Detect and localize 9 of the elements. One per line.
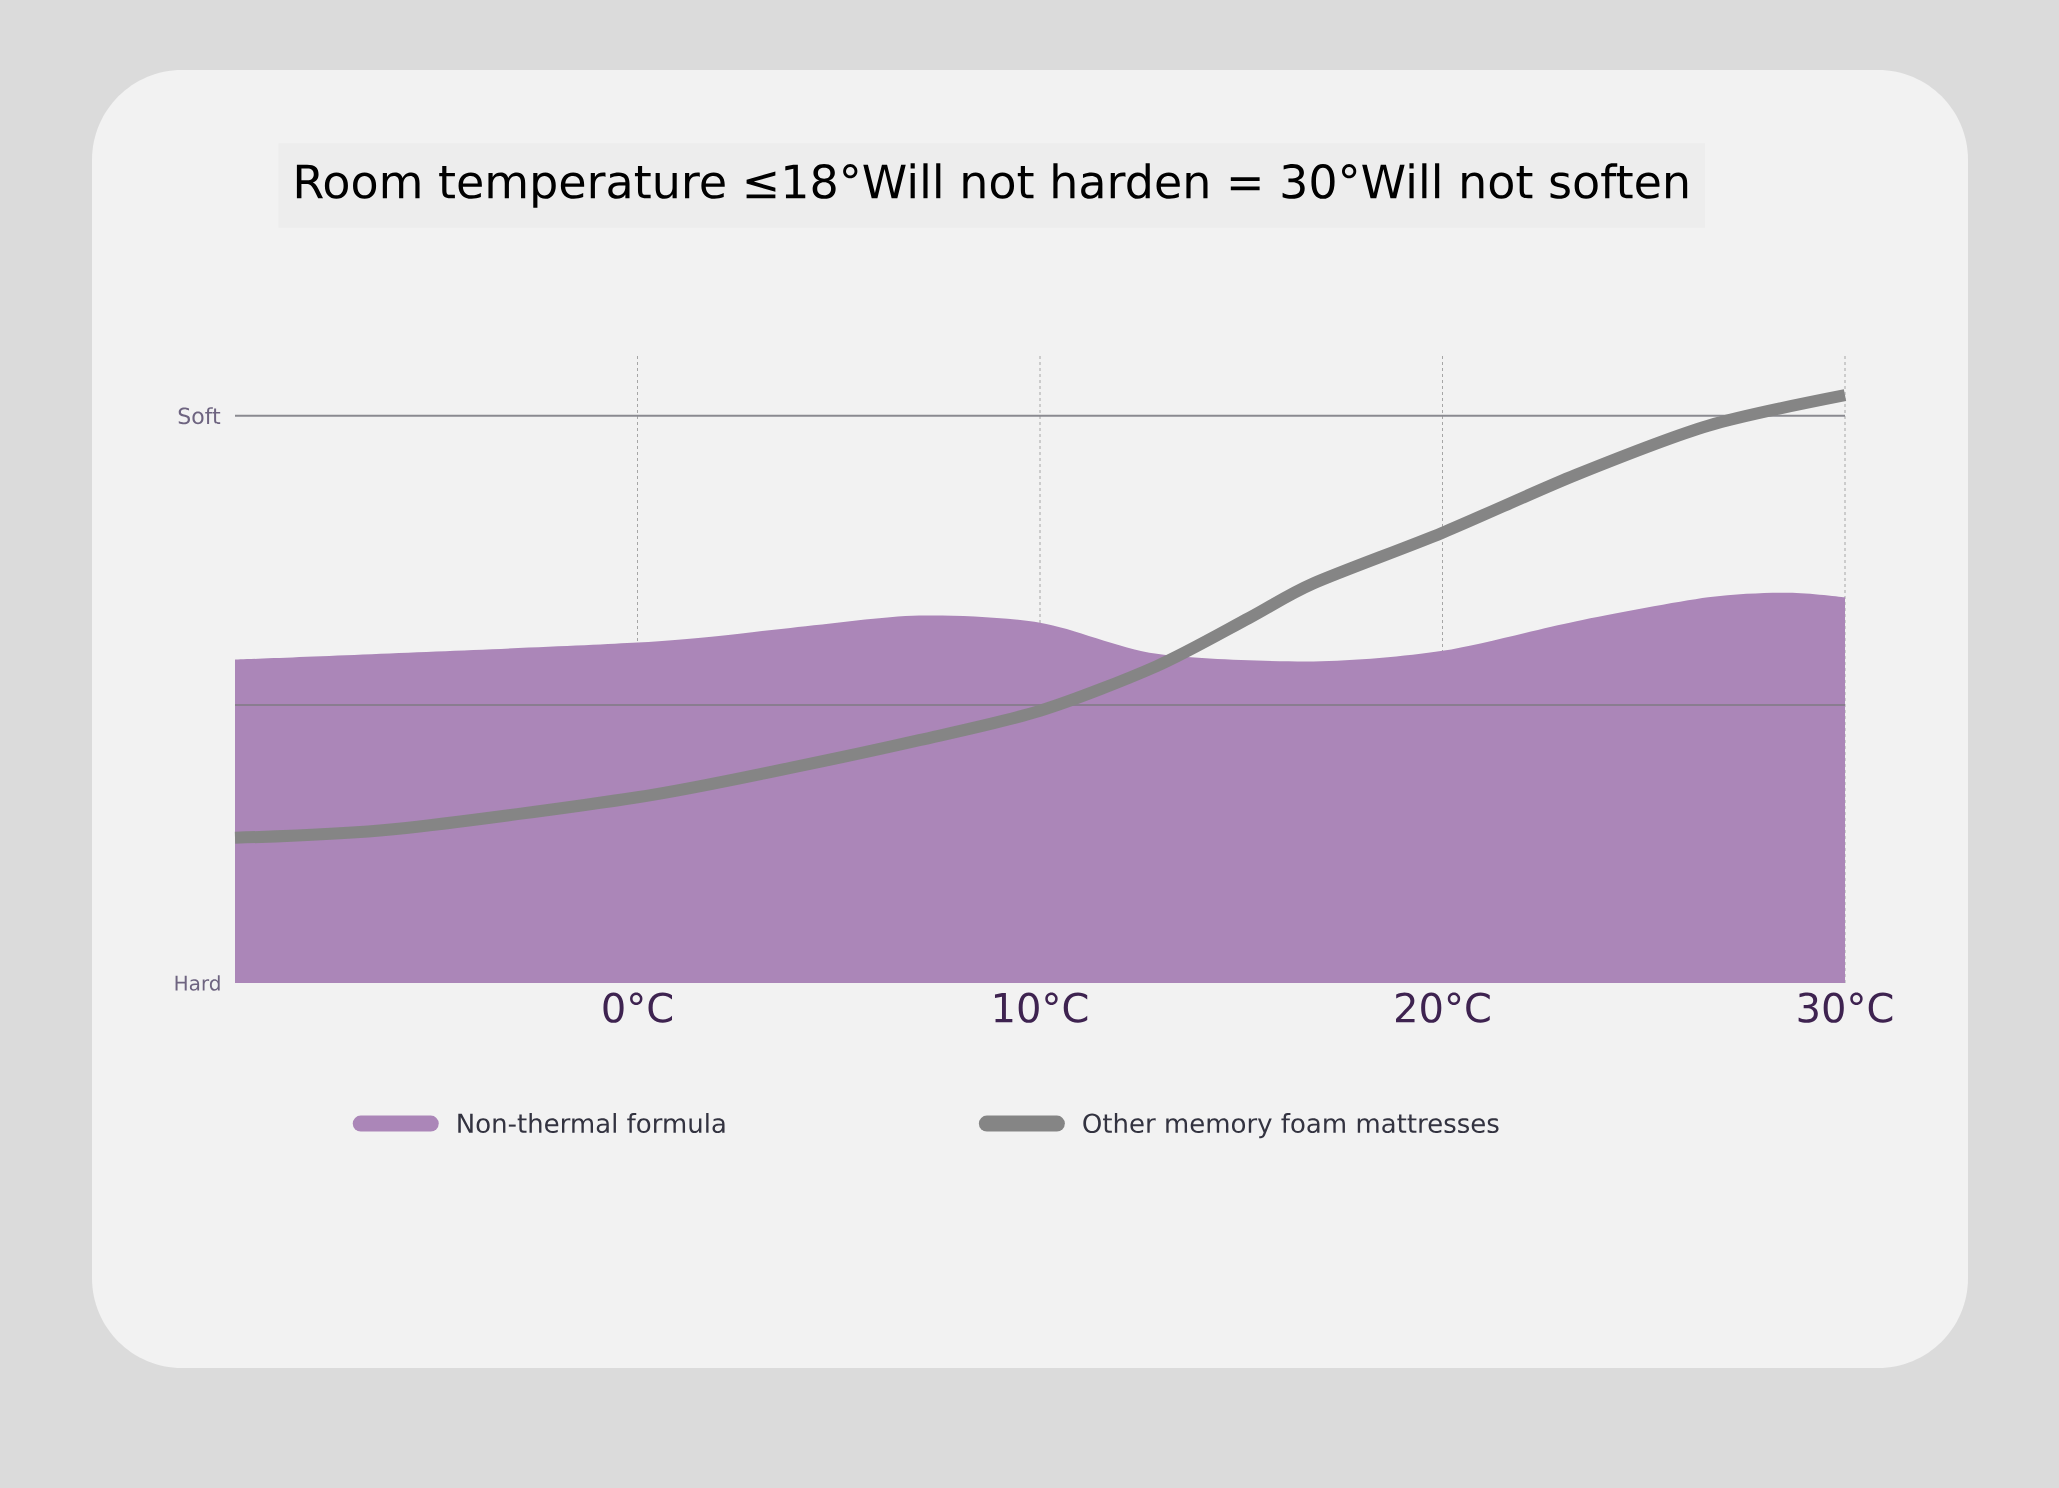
- x-tick-label: 10°C: [994, 992, 1088, 1023]
- legend-label: Non-thermal formula: [458, 1112, 725, 1134]
- ref-line-label: Soft: [178, 407, 221, 425]
- x-tick-label: 0°C: [603, 992, 673, 1023]
- x-tick-label: 20°C: [1396, 992, 1490, 1023]
- text: Hard: [175, 975, 220, 991]
- legend-label: Other memory foam mattresses: [1083, 1112, 1499, 1139]
- chart-title: Room temperature ≤18°Will not harden = 30°Will not soften: [296, 163, 1688, 208]
- x-tick-label: 30°C: [1798, 992, 1893, 1023]
